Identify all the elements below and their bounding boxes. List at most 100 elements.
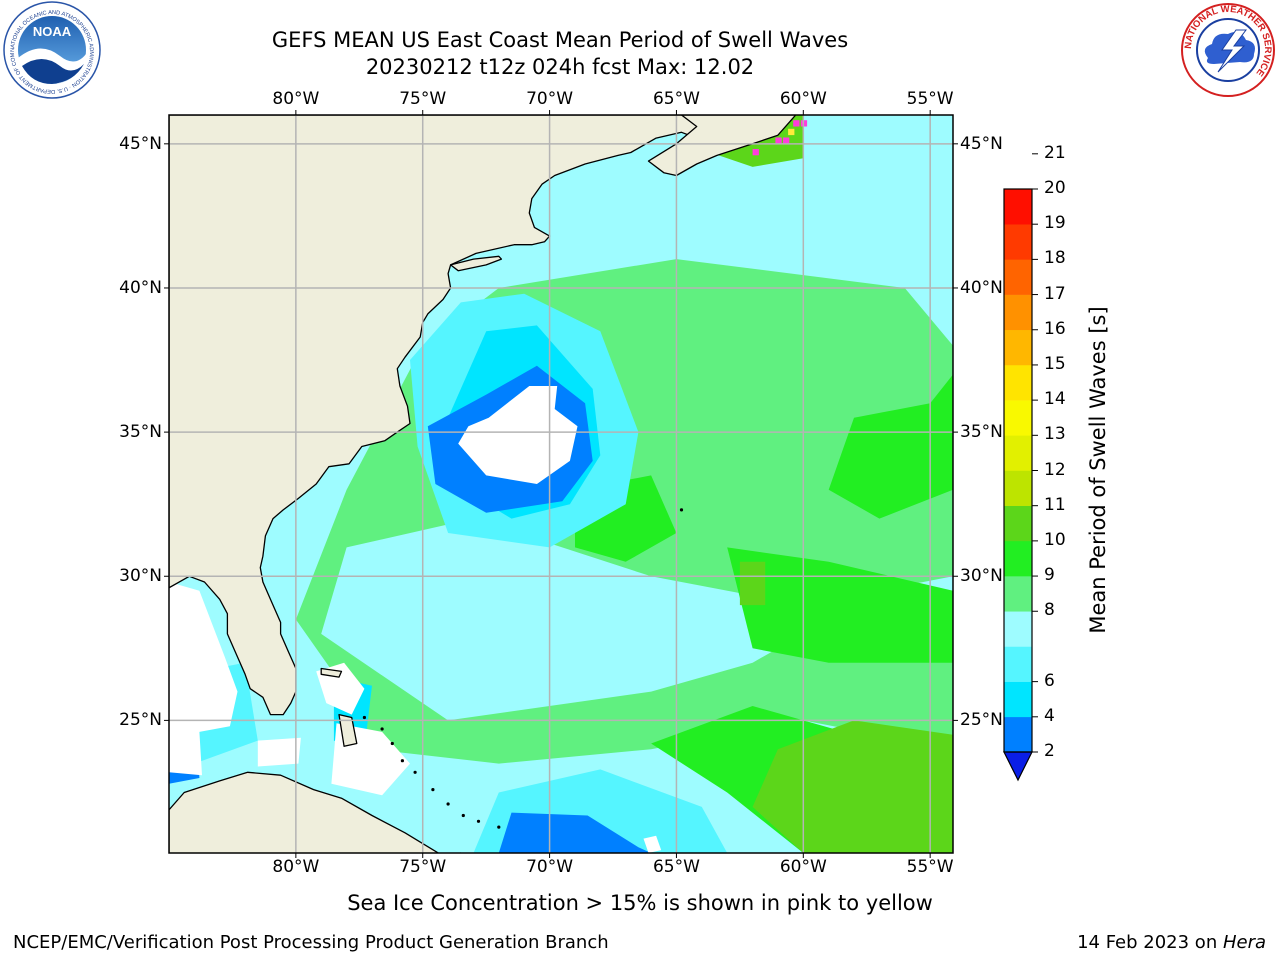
island-layer xyxy=(362,508,684,829)
island-7 xyxy=(461,813,465,818)
colorbar-segment-14 xyxy=(1004,224,1032,260)
lat-tick-label-right: 45°N xyxy=(960,133,1003,154)
lat-tick-label-right: 30°N xyxy=(960,566,1003,587)
period-region-16 xyxy=(498,812,652,853)
sea-ice-cell-4 xyxy=(752,149,759,156)
colorbar-segment-6 xyxy=(1004,505,1032,542)
lat-tick-label-left: 30°N xyxy=(119,566,162,587)
date-stamp: 14 Feb 2023 on Hera xyxy=(1077,932,1266,953)
land-long-island xyxy=(449,255,503,272)
island-4 xyxy=(413,770,417,774)
axis-ticks xyxy=(164,110,958,858)
land-nova-scotia xyxy=(647,115,797,177)
colorbar-label: Mean Period of Swell Waves [s] xyxy=(1086,306,1110,634)
map-frame xyxy=(168,114,954,854)
lon-tick-label-bottom: 60°W xyxy=(779,857,827,877)
island-5 xyxy=(431,788,435,792)
colorbar-tick-label: 9 xyxy=(1044,565,1055,586)
island-1 xyxy=(380,727,384,731)
land-andros xyxy=(338,713,358,747)
lon-tick-label-top: 55°W xyxy=(906,89,954,109)
nws-logo: NATIONAL WEATHER SERVICE xyxy=(1181,3,1275,97)
chart-subtitle: 20230212 t12z 024h fcst Max: 12.02 xyxy=(365,55,755,79)
colorbar-segment-8 xyxy=(1004,435,1032,471)
colorbar-segment-15 xyxy=(1004,189,1032,225)
lat-tick-label-right: 35°N xyxy=(960,422,1003,443)
lat-tick-label-left: 45°N xyxy=(119,133,162,154)
colorbar-tick-label: 21 xyxy=(1044,142,1066,163)
colorbar-segment-3 xyxy=(1004,611,1032,647)
sea-ice-cell-6 xyxy=(788,128,795,136)
no-data-region-1 xyxy=(169,582,238,776)
no-data-region-6 xyxy=(643,835,662,853)
sea-ice-note: Sea Ice Concentration > 15% is shown in … xyxy=(347,891,933,915)
colorbar-tick-label: 15 xyxy=(1044,353,1066,374)
colorbar-segment-0 xyxy=(1004,716,1032,753)
island-3 xyxy=(400,759,404,763)
credit-text: NCEP/EMC/Verification Post Processing Pr… xyxy=(13,932,609,953)
lat-tick-label-right: 25°N xyxy=(960,710,1003,731)
colorbar-tick-label: 20 xyxy=(1044,178,1066,198)
colorbar-segment-5 xyxy=(1004,540,1032,577)
colorbar-segment-11 xyxy=(1004,329,1032,366)
sea-ice-cell-0 xyxy=(793,120,800,127)
colorbar-tick-label: 6 xyxy=(1044,670,1055,691)
lon-tick-label-top: 70°W xyxy=(526,89,574,109)
colorbar-segment-10 xyxy=(1004,364,1032,401)
colorbar-segment-9 xyxy=(1004,400,1032,436)
colorbar-tick-label: 16 xyxy=(1044,318,1066,339)
lon-tick-label-bottom: 75°W xyxy=(399,857,447,877)
lon-tick-label-top: 60°W xyxy=(779,89,827,109)
period-region-2 xyxy=(828,374,953,519)
island-10 xyxy=(679,508,684,512)
sea-ice-cell-2 xyxy=(775,137,782,144)
colorbar-tick-label: 14 xyxy=(1044,389,1066,410)
colorbar-segment-1 xyxy=(1004,681,1032,718)
colorbar-tick-label: 13 xyxy=(1044,424,1066,445)
lon-tick-label-bottom: 80°W xyxy=(272,857,320,877)
land-layer xyxy=(169,115,797,853)
island-8 xyxy=(476,819,481,823)
island-6 xyxy=(446,802,450,806)
period-region-7 xyxy=(739,561,766,606)
lat-tick-label-left: 35°N xyxy=(119,422,162,443)
colorbar-tick-label: 17 xyxy=(1044,283,1066,304)
land-north-america xyxy=(169,115,754,716)
colorbar xyxy=(1003,153,1038,782)
colorbar-tick-label: 18 xyxy=(1044,248,1066,269)
colorbar-tick-label: 12 xyxy=(1044,459,1066,480)
colorbar-tick-label: 8 xyxy=(1044,600,1055,621)
colorbar-segment-2 xyxy=(1004,646,1032,682)
colorbar-under-arrow xyxy=(1003,751,1033,782)
lon-tick-label-bottom: 70°W xyxy=(526,857,574,877)
lon-tick-label-bottom: 65°W xyxy=(652,857,700,877)
island-2 xyxy=(390,741,394,746)
colorbar-tick-label: 19 xyxy=(1044,213,1066,234)
lon-tick-label-top: 75°W xyxy=(399,89,447,109)
island-0 xyxy=(362,715,366,720)
lat-tick-label-right: 40°N xyxy=(960,277,1003,298)
colorbar-tick-label: 11 xyxy=(1044,494,1066,515)
land-grand-bahama xyxy=(320,667,343,678)
sea-ice-cell-3 xyxy=(783,137,790,144)
island-9 xyxy=(497,825,501,829)
lat-tick-label-left: 25°N xyxy=(119,710,162,731)
colorbar-segment-13 xyxy=(1004,259,1032,295)
land-cuba xyxy=(169,771,440,853)
no-data-region-0 xyxy=(458,386,578,484)
map-area xyxy=(169,115,953,853)
colorbar-tick-label: 2 xyxy=(1044,741,1055,761)
lon-tick-label-bottom: 55°W xyxy=(906,857,954,877)
no-data-region-4 xyxy=(257,737,301,767)
machine-name: Hera xyxy=(1222,932,1266,953)
colorbar-segment-4 xyxy=(1004,576,1032,612)
colorbar-segment-12 xyxy=(1004,294,1032,331)
chart-title: GEFS MEAN US East Coast Mean Period of S… xyxy=(271,28,849,52)
colorbar-tick-label: 4 xyxy=(1044,705,1055,726)
colorbar-segment-7 xyxy=(1004,470,1032,506)
noaa-logo-text: NOAA xyxy=(33,24,72,39)
lon-tick-label-top: 80°W xyxy=(272,89,320,109)
noaa-logo: NOAA NATIONAL OCEANIC AND ATMOSPHERIC AD… xyxy=(0,0,101,99)
lon-tick-label-top: 65°W xyxy=(652,89,700,109)
